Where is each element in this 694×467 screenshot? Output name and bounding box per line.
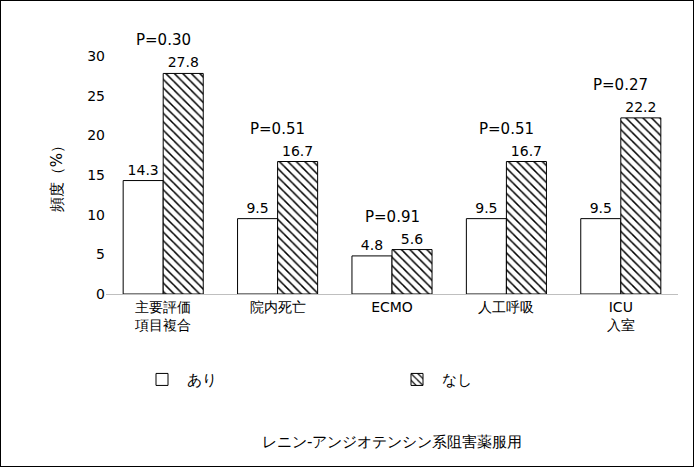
svg-text:30: 30 xyxy=(87,48,105,64)
svg-text:27.8: 27.8 xyxy=(168,54,199,70)
svg-text:15: 15 xyxy=(87,167,105,183)
svg-text:レニン-アンジオテンシン系阻害薬服用: レニン-アンジオテンシン系阻害薬服用 xyxy=(262,433,522,451)
svg-text:あり: あり xyxy=(187,371,217,389)
svg-text:頻度（%）: 頻度（%） xyxy=(48,138,66,212)
svg-text:なし: なし xyxy=(442,371,472,389)
svg-text:9.5: 9.5 xyxy=(246,200,268,216)
svg-text:5: 5 xyxy=(96,246,105,262)
svg-text:25: 25 xyxy=(87,88,105,104)
svg-text:P=0.51: P=0.51 xyxy=(250,120,305,138)
svg-text:4.8: 4.8 xyxy=(361,237,383,253)
svg-text:5.6: 5.6 xyxy=(401,231,423,247)
svg-text:ECMO: ECMO xyxy=(371,299,413,315)
svg-text:P=0.91: P=0.91 xyxy=(365,208,420,226)
svg-text:16.7: 16.7 xyxy=(511,143,542,159)
svg-text:10: 10 xyxy=(87,207,105,223)
svg-text:0: 0 xyxy=(96,286,105,302)
svg-text:院内死亡: 院内死亡 xyxy=(250,299,306,315)
svg-text:22.2: 22.2 xyxy=(625,99,656,115)
svg-text:14.3: 14.3 xyxy=(128,162,159,178)
svg-text:20: 20 xyxy=(87,127,105,143)
svg-text:9.5: 9.5 xyxy=(475,200,497,216)
svg-text:人工呼吸: 人工呼吸 xyxy=(478,299,534,315)
svg-text:P=0.30: P=0.30 xyxy=(136,31,191,49)
svg-text:主要評価項目複合: 主要評価項目複合 xyxy=(134,299,191,333)
svg-text:P=0.51: P=0.51 xyxy=(479,120,534,138)
svg-text:16.7: 16.7 xyxy=(282,143,313,159)
svg-text:9.5: 9.5 xyxy=(590,200,612,216)
svg-text:P=0.27: P=0.27 xyxy=(593,76,648,94)
svg-text:ICU入室: ICU入室 xyxy=(607,299,635,333)
